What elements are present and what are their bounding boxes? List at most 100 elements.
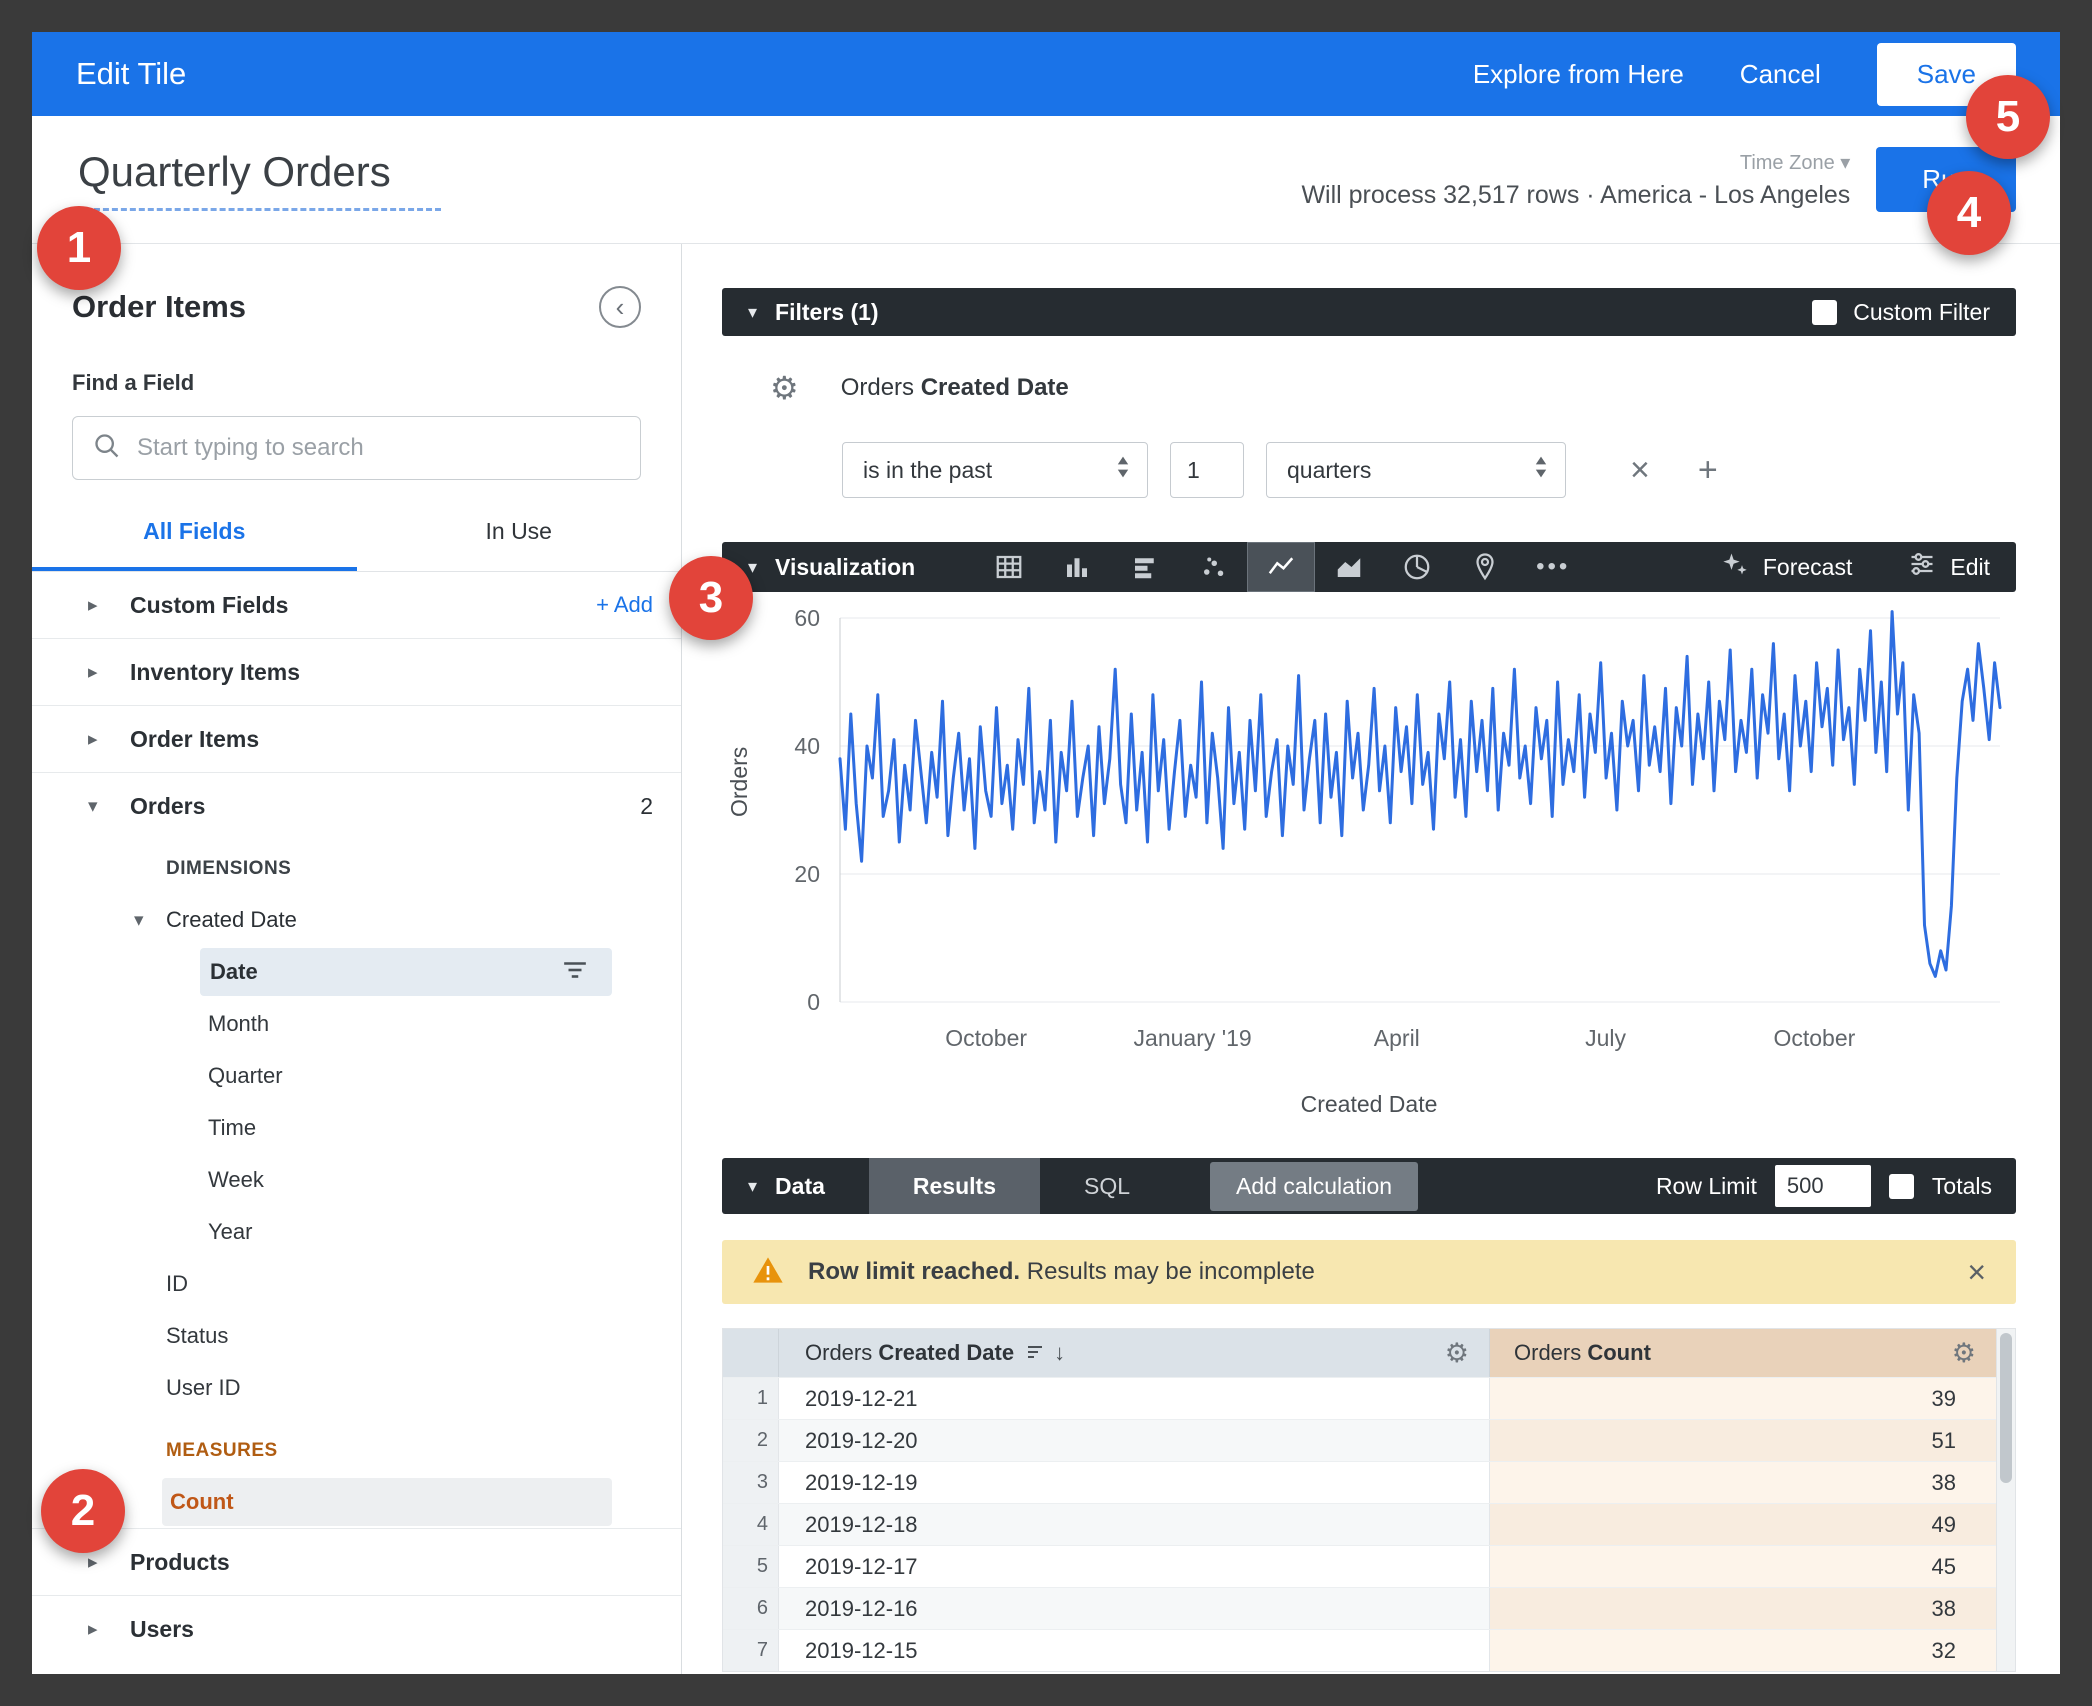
add-calculation-button[interactable]: Add calculation	[1210, 1161, 1419, 1211]
dismiss-warning-icon[interactable]: ×	[1967, 1253, 1986, 1290]
scrollbar-thumb[interactable]	[2000, 1333, 2012, 1483]
results-table: Orders Created Date ↓ ⚙ Orders Count ⚙	[722, 1328, 2016, 1672]
annotation-badge-5: 5	[1966, 75, 2050, 159]
cancel-button[interactable]: Cancel	[1739, 58, 1821, 89]
field-month[interactable]: Month	[208, 1011, 270, 1036]
tab-all-fields[interactable]: All Fields	[32, 518, 357, 571]
search-icon	[93, 432, 121, 465]
table-scrollbar[interactable]	[1996, 1328, 2016, 1672]
header: Quarterly Orders Time Zone ▾ Will proces…	[32, 116, 2060, 244]
measures-label: MEASURES	[166, 1440, 278, 1461]
field-search-input[interactable]	[137, 434, 620, 462]
field-tree: ▸ Custom Fields + Add ▸ Inventory Items …	[32, 572, 681, 1662]
column-chart-icon[interactable]	[1043, 542, 1111, 592]
svg-text:April: April	[1374, 1025, 1420, 1051]
caret-down-icon: ▾	[88, 796, 98, 817]
area-chart-icon[interactable]	[1315, 542, 1383, 592]
table-header-row: Orders Created Date ↓ ⚙ Orders Count ⚙	[723, 1329, 1996, 1377]
created-date-column-header[interactable]: Orders Created Date ↓ ⚙	[779, 1329, 1490, 1377]
line-chart-icon[interactable]	[1247, 542, 1316, 592]
dimensions-label: DIMENSIONS	[166, 858, 292, 879]
save-button[interactable]: Save	[1876, 42, 2016, 106]
more-viz-types-icon[interactable]: •••	[1536, 553, 1571, 580]
data-title: Data	[775, 1172, 825, 1199]
custom-filter-checkbox[interactable]	[1812, 299, 1838, 325]
table-row[interactable]: 1 2019-12-21 39	[723, 1377, 1996, 1419]
annotation-badge-3: 3	[669, 556, 753, 640]
field-week[interactable]: Week	[208, 1167, 264, 1192]
filters-section-bar[interactable]: ▾ Filters (1) Custom Filter	[722, 288, 2016, 336]
filter-icon[interactable]	[562, 959, 588, 986]
svg-text:20: 20	[794, 861, 820, 887]
caret-right-icon: ▸	[88, 1551, 98, 1573]
row-limit-label: Row Limit	[1655, 1172, 1757, 1199]
edit-tile-dialog: Edit Tile Explore from Here Cancel Save …	[32, 32, 2060, 1674]
svg-text:40: 40	[794, 733, 820, 759]
add-custom-field-button[interactable]: + Add	[596, 592, 653, 617]
tab-sql[interactable]: SQL	[1084, 1172, 1131, 1199]
count-column-gear-icon[interactable]: ⚙	[1951, 1337, 1976, 1368]
caret-right-icon: ▸	[88, 1618, 98, 1640]
filter-unit-select[interactable]: quarters	[1266, 442, 1566, 498]
visualization-title: Visualization	[775, 553, 916, 580]
row-process-status: Will process 32,517 rows · America - Los…	[1301, 180, 1851, 209]
timezone-dropdown[interactable]: Time Zone ▾	[1739, 151, 1851, 174]
date-column-gear-icon[interactable]: ⚙	[1444, 1337, 1469, 1368]
field-search-box[interactable]	[72, 416, 641, 480]
data-section-bar[interactable]: ▾ Data Results SQL Add calculation Row L…	[722, 1158, 2016, 1214]
field-status[interactable]: Status	[166, 1323, 229, 1348]
filter-value-input[interactable]	[1170, 442, 1244, 498]
forecast-button[interactable]: Forecast	[1721, 550, 1852, 584]
field-year[interactable]: Year	[208, 1219, 253, 1244]
group-orders[interactable]: ▾ Orders 2	[88, 793, 653, 819]
annotation-badge-2: 2	[41, 1469, 125, 1553]
collapse-sidebar-button[interactable]: ‹	[599, 286, 641, 328]
remove-filter-icon[interactable]: ×	[1630, 451, 1650, 489]
table-row[interactable]: 6 2019-12-16 38	[723, 1587, 1996, 1629]
field-user-id[interactable]: User ID	[166, 1375, 241, 1400]
group-users[interactable]: ▸ Users	[32, 1595, 681, 1662]
table-viz-icon[interactable]	[975, 542, 1043, 592]
filter-operator-select[interactable]: is in the past	[842, 442, 1148, 498]
group-inventory-items[interactable]: ▸ Inventory Items	[32, 639, 681, 706]
table-row[interactable]: 7 2019-12-15 32	[723, 1629, 1996, 1671]
explore-from-here-link[interactable]: Explore from Here	[1472, 58, 1684, 89]
table-row[interactable]: 2 2019-12-20 51	[723, 1419, 1996, 1461]
tab-in-use[interactable]: In Use	[485, 518, 552, 544]
timezone-block: Time Zone ▾ Will process 32,517 rows · A…	[1301, 150, 1850, 210]
table-row[interactable]: 4 2019-12-18 49	[723, 1503, 1996, 1545]
totals-checkbox[interactable]	[1888, 1173, 1914, 1199]
orders-field-count: 2	[640, 793, 653, 819]
chart-region: 0 20 40 60 October January '19 April July Octobe…	[722, 592, 2016, 1132]
edit-viz-button[interactable]: Edit	[1908, 550, 1990, 584]
sidebar-title: Order Items	[72, 289, 247, 324]
field-id[interactable]: ID	[166, 1271, 188, 1296]
group-order-items[interactable]: ▸ Order Items	[32, 706, 681, 773]
created-date-group[interactable]: ▾ Created Date	[134, 907, 297, 932]
scatter-plot-icon[interactable]	[1179, 542, 1247, 592]
tab-results[interactable]: Results	[868, 1158, 1040, 1214]
group-products[interactable]: ▸ Products	[32, 1528, 681, 1595]
count-column-header[interactable]: Orders Count ⚙	[1490, 1329, 1996, 1377]
table-row[interactable]: 3 2019-12-19 38	[723, 1461, 1996, 1503]
bar-chart-icon[interactable]	[1111, 542, 1179, 592]
chevron-left-icon: ‹	[615, 291, 625, 322]
sort-desc-icon[interactable]: ↓	[1028, 1340, 1066, 1365]
find-field-label: Find a Field	[72, 370, 195, 395]
field-time[interactable]: Time	[208, 1115, 257, 1140]
row-limit-input[interactable]	[1774, 1165, 1871, 1207]
svg-text:October: October	[1773, 1025, 1855, 1051]
caret-down-icon: ▾	[748, 556, 758, 577]
field-count[interactable]: Count	[32, 1476, 681, 1528]
field-date[interactable]: Date	[32, 946, 681, 998]
group-custom-fields[interactable]: ▸ Custom Fields + Add	[32, 572, 681, 639]
field-quarter[interactable]: Quarter	[208, 1063, 283, 1088]
filter-gear-icon[interactable]: ⚙	[770, 370, 799, 406]
tile-title[interactable]: Quarterly Orders	[76, 148, 441, 211]
visualization-section-bar[interactable]: ▾ Visualization	[722, 542, 2016, 592]
sliders-icon	[1908, 550, 1936, 584]
pie-chart-icon[interactable]	[1383, 542, 1451, 592]
map-viz-icon[interactable]	[1451, 542, 1519, 592]
table-row[interactable]: 5 2019-12-17 45	[723, 1545, 1996, 1587]
add-filter-icon[interactable]: +	[1697, 451, 1718, 489]
